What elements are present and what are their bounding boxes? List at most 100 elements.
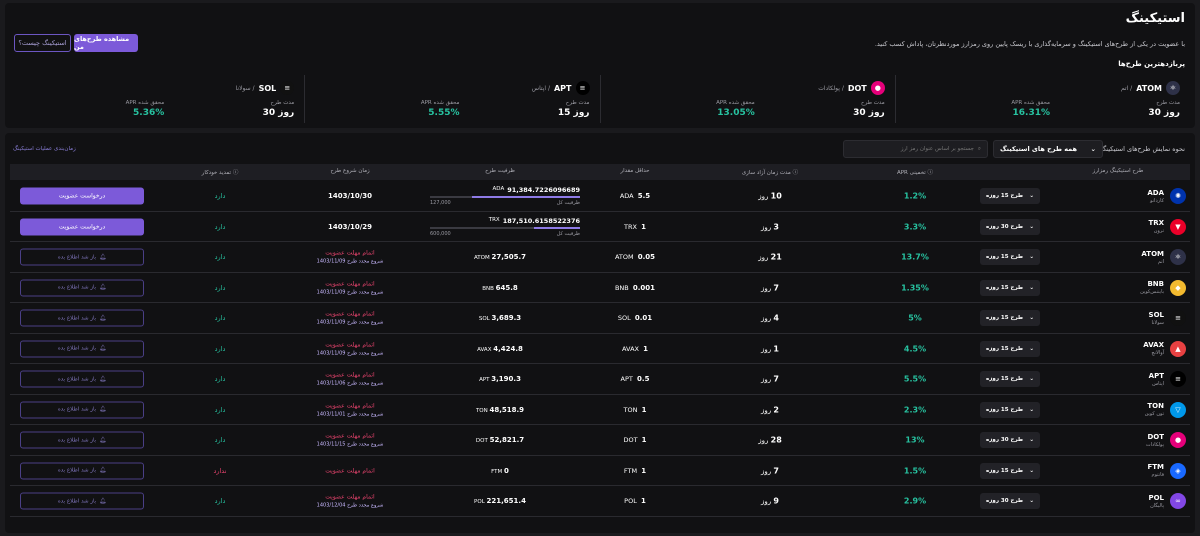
notify-label: باز شد اطلاع بده bbox=[57, 498, 97, 505]
col-min: حداقل مقدار bbox=[620, 168, 650, 174]
auto-renew: ندارد bbox=[213, 466, 227, 475]
coin-icon: ▼ bbox=[1170, 218, 1186, 235]
notify-button[interactable]: باز شد اطلاع بده 🔔︎ bbox=[20, 279, 144, 297]
plan-value: طرح 15 روزه bbox=[986, 376, 1024, 383]
min-value: FTM 1 bbox=[624, 467, 646, 475]
start-status: اتمام مهلت عضویت شروع مجدد طرح 1403/11/1… bbox=[317, 433, 384, 448]
join-button[interactable]: درخواست عضویت bbox=[20, 187, 144, 205]
asset-fa-name: بایننس‌کوین bbox=[1140, 289, 1164, 296]
lock-unit: روز bbox=[758, 436, 769, 445]
what-is-staking-button[interactable]: استیکینگ چیست؟ bbox=[14, 34, 71, 52]
plan-select[interactable]: طرح 30 روزه ⌄ bbox=[980, 432, 1040, 449]
notify-label: باز شد اطلاع بده bbox=[57, 406, 97, 413]
coin-icon: ▽ bbox=[1170, 401, 1186, 418]
capacity-value: ATOM 27,505.7 bbox=[474, 253, 526, 261]
capacity-value: POL 221,651.4 bbox=[474, 497, 526, 505]
restart-date: شروع مجدد طرح 1403/11/06 bbox=[316, 380, 384, 387]
top-plan-fa: / سولانا bbox=[235, 84, 255, 92]
coin-icon: ▲ bbox=[1170, 340, 1186, 357]
asset-cell: TON تون کوین ▽ bbox=[1145, 401, 1186, 418]
notify-button[interactable]: باز شد اطلاع بده 🔔︎ bbox=[20, 492, 144, 510]
plan-value: طرح 30 روزه bbox=[986, 437, 1024, 444]
top-plan-card[interactable]: ≡ SOL / سولانا مدت طرح 30 روز APR محقق ش… bbox=[10, 75, 304, 123]
top-plan-card[interactable]: ● DOT / پولکادات مدت طرح 30 روز APR محقق… bbox=[599, 75, 895, 123]
table-row: SOL سولانا ≡ طرح 15 روزه ⌄ 5% 4 روز SOL … bbox=[10, 303, 1190, 334]
asset-symbol: APT bbox=[1148, 371, 1164, 380]
plan-select[interactable]: طرح 15 روزه ⌄ bbox=[980, 371, 1040, 388]
notify-label: باز شد اطلاع بده bbox=[57, 284, 97, 291]
capacity-bar: TRX 187,510.6158522376 600,000 ظرفیت کل bbox=[430, 217, 580, 237]
rules-link[interactable]: زمان‌بندی عملیات استیکینگ bbox=[13, 146, 76, 152]
top-plan-fa: / اپتاس bbox=[531, 84, 550, 92]
join-button[interactable]: درخواست عضویت bbox=[20, 218, 144, 236]
lock-days: 7 bbox=[773, 466, 779, 476]
top-plan-asset: ● DOT / پولکادات bbox=[818, 81, 885, 95]
lock-unit: روز bbox=[761, 314, 772, 323]
plan-select[interactable]: طرح 15 روزه ⌄ bbox=[980, 462, 1040, 479]
notify-button[interactable]: باز شد اطلاع بده 🔔︎ bbox=[20, 370, 144, 388]
notify-button[interactable]: باز شد اطلاع بده 🔔︎ bbox=[20, 248, 144, 266]
display-mode-select[interactable]: همه طرح های استیکینگ ⌄ bbox=[993, 140, 1103, 158]
min-symbol: APT bbox=[620, 375, 633, 384]
notify-button[interactable]: باز شد اطلاع بده 🔔︎ bbox=[20, 431, 144, 449]
coin-icon: ≡ bbox=[1170, 310, 1186, 327]
lock-days: 28 bbox=[770, 435, 782, 445]
lock-days: 10 bbox=[770, 191, 782, 201]
lock-unit: روز bbox=[758, 253, 769, 262]
col-lock: مدت زمان آزاد سازی ⓘ bbox=[742, 168, 798, 176]
my-plans-button[interactable]: مشاهده طرح‌های من bbox=[74, 34, 138, 52]
notify-button[interactable]: باز شد اطلاع بده 🔔︎ bbox=[20, 309, 144, 327]
capacity-filled: 52,821.7 bbox=[489, 436, 525, 445]
bell-icon: 🔔︎ bbox=[99, 437, 107, 444]
notify-button[interactable]: باز شد اطلاع بده 🔔︎ bbox=[20, 462, 144, 480]
apr-value: 5% bbox=[908, 313, 922, 323]
lock-value: 2 روز bbox=[761, 405, 779, 414]
apr-value: 2.3% bbox=[903, 405, 927, 415]
plan-select[interactable]: طرح 15 روزه ⌄ bbox=[980, 310, 1040, 327]
start-status: اتمام مهلت عضویت شروع مجدد طرح 1403/12/0… bbox=[317, 494, 384, 509]
notify-label: باز شد اطلاع بده bbox=[57, 437, 97, 444]
plan-select[interactable]: طرح 15 روزه ⌄ bbox=[980, 340, 1040, 357]
plan-select[interactable]: طرح 15 روزه ⌄ bbox=[980, 279, 1040, 296]
restart-date: شروع مجدد طرح 1403/11/09 bbox=[316, 289, 384, 296]
bell-icon: 🔔︎ bbox=[99, 467, 107, 474]
restart-date: شروع مجدد طرح 1403/11/09 bbox=[316, 258, 384, 265]
coin-icon: ∞ bbox=[1170, 493, 1186, 510]
apr-value: 13% bbox=[905, 435, 925, 445]
bell-icon: 🔔︎ bbox=[99, 254, 107, 261]
top-plan-card[interactable]: ≡ APT / اپتاس مدت طرح 15 روز APR محقق شد… bbox=[304, 75, 599, 123]
capacity-filled: 48,518.9 bbox=[489, 405, 525, 414]
lock-value: 28 روز bbox=[758, 436, 782, 445]
chevron-down-icon: ⌄ bbox=[1029, 467, 1034, 474]
coin-icon: ≡ bbox=[280, 81, 295, 95]
min-amount: 1 bbox=[641, 436, 647, 445]
info-icon: ⓘ bbox=[232, 170, 239, 176]
plan-select[interactable]: طرح 30 روزه ⌄ bbox=[980, 218, 1040, 235]
plan-select[interactable]: طرح 15 روزه ⌄ bbox=[980, 188, 1040, 205]
apr-value: 13.7% bbox=[901, 252, 929, 262]
capacity-filled: 4,424.8 bbox=[493, 344, 523, 353]
min-amount: 0.5 bbox=[637, 375, 650, 384]
plan-select[interactable]: طرح 15 روزه ⌄ bbox=[980, 249, 1040, 266]
auto-renew: دارد bbox=[214, 375, 226, 384]
chevron-down-icon: ⌄ bbox=[1029, 498, 1034, 505]
plan-select[interactable]: طرح 15 روزه ⌄ bbox=[980, 401, 1040, 418]
lock-value: 21 روز bbox=[758, 253, 782, 262]
auto-renew: دارد bbox=[214, 436, 226, 445]
notify-button[interactable]: باز شد اطلاع بده 🔔︎ bbox=[20, 401, 144, 419]
top-plan-apr: 13.05% bbox=[717, 108, 755, 118]
min-symbol: TON bbox=[623, 405, 638, 414]
capacity-symbol: DOT bbox=[475, 438, 488, 445]
top-plan-symbol: SOL bbox=[258, 83, 277, 93]
top-plan-card[interactable]: ⚛ ATOM / اتم مدت طرح 30 روز APR محقق شده… bbox=[894, 75, 1190, 123]
table-row: ADA کاردانو ✺ طرح 15 روزه ⌄ 1.2% 10 روز … bbox=[10, 181, 1190, 212]
table-row: FTM فانتوم ◈ طرح 15 روزه ⌄ 1.5% 7 روز FT… bbox=[10, 456, 1190, 486]
top-plan-apr: 5.36% bbox=[133, 108, 165, 118]
notify-button[interactable]: باز شد اطلاع بده 🔔︎ bbox=[20, 340, 144, 358]
col-apr: APR تخمینی ⓘ bbox=[897, 168, 933, 176]
coin-icon: ≡ bbox=[575, 81, 590, 95]
min-symbol: DOT bbox=[623, 436, 638, 445]
search-input[interactable]: جستجو بر اساس عنوان رمز ارز ⌕ bbox=[843, 140, 988, 158]
start-status: اتمام مهلت عضویت شروع مجدد طرح 1403/11/0… bbox=[317, 402, 384, 417]
plan-select[interactable]: طرح 30 روزه ⌄ bbox=[980, 493, 1040, 510]
